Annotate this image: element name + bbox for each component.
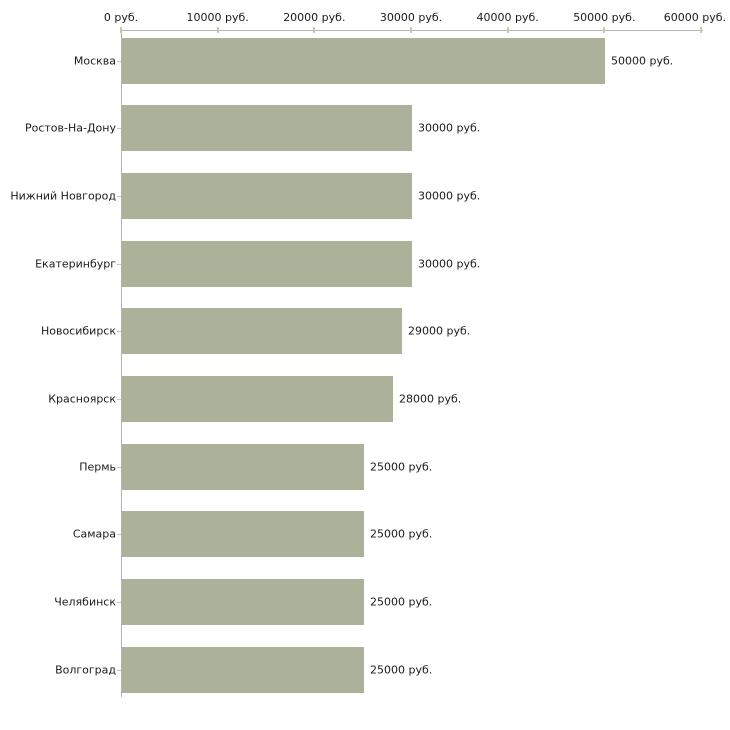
category-label: Волгоград (55, 663, 116, 677)
category-label: Новосибирск (40, 324, 116, 338)
x-axis-tick-label: 40000 руб. (476, 11, 539, 24)
category-label: Ростов-На-Дону (24, 121, 116, 135)
category-tick-mark (117, 534, 121, 535)
value-label: 25000 руб. (370, 663, 433, 677)
category-tick-mark (117, 602, 121, 603)
category-tick-mark (117, 61, 121, 62)
category-tick-mark (117, 670, 121, 671)
x-axis-tick-label: 10000 руб. (186, 11, 249, 24)
x-axis-tick-mark (120, 27, 122, 33)
category-label: Нижний Новгород (10, 189, 116, 203)
x-axis-tick-label: 0 руб. (103, 11, 139, 24)
category-label: Самара (72, 527, 116, 541)
x-axis-line (121, 30, 703, 31)
category-tick-mark (117, 399, 121, 400)
x-axis-tick-mark (410, 27, 412, 33)
bar (122, 647, 364, 693)
bar (122, 444, 364, 490)
x-axis-tick-mark (506, 27, 509, 33)
category-tick-mark (117, 264, 121, 265)
x-axis-tick-label: 50000 руб. (573, 11, 636, 24)
category-tick-mark (117, 467, 121, 468)
x-axis-tick-mark (700, 27, 702, 33)
bar (122, 173, 412, 219)
bar (122, 376, 393, 422)
x-axis-tick-mark (313, 27, 316, 33)
value-label: 30000 руб. (418, 257, 481, 271)
category-label: Пермь (79, 460, 116, 474)
x-axis-tick-label: 30000 руб. (379, 11, 443, 24)
x-axis-tick-label: 20000 руб. (283, 11, 346, 24)
value-label: 30000 руб. (418, 189, 481, 203)
category-label: Красноярск (48, 392, 116, 406)
bar (122, 38, 605, 84)
value-label: 25000 руб. (370, 595, 433, 609)
value-label: 50000 руб. (611, 54, 674, 67)
y-axis-line (121, 30, 122, 697)
category-tick-mark (117, 196, 121, 197)
category-tick-mark (117, 128, 121, 129)
value-label: 25000 руб. (370, 460, 433, 474)
category-label: Москва (73, 54, 116, 67)
bar (122, 105, 412, 151)
category-label: Екатеринбург (35, 257, 116, 271)
bar (122, 579, 364, 625)
x-axis-tick-mark (603, 27, 606, 33)
value-label: 28000 руб. (399, 392, 462, 406)
category-label: Челябинск (54, 595, 116, 609)
x-axis-tick-mark (216, 27, 219, 33)
category-tick-mark (117, 331, 121, 332)
value-label: 29000 руб. (408, 324, 471, 338)
x-axis-tick-label: 60000 руб. (663, 11, 726, 24)
bar (122, 241, 412, 287)
value-label: 30000 руб. (418, 121, 481, 135)
bar (122, 511, 364, 557)
value-label: 25000 руб. (370, 527, 433, 541)
bar (122, 308, 402, 354)
